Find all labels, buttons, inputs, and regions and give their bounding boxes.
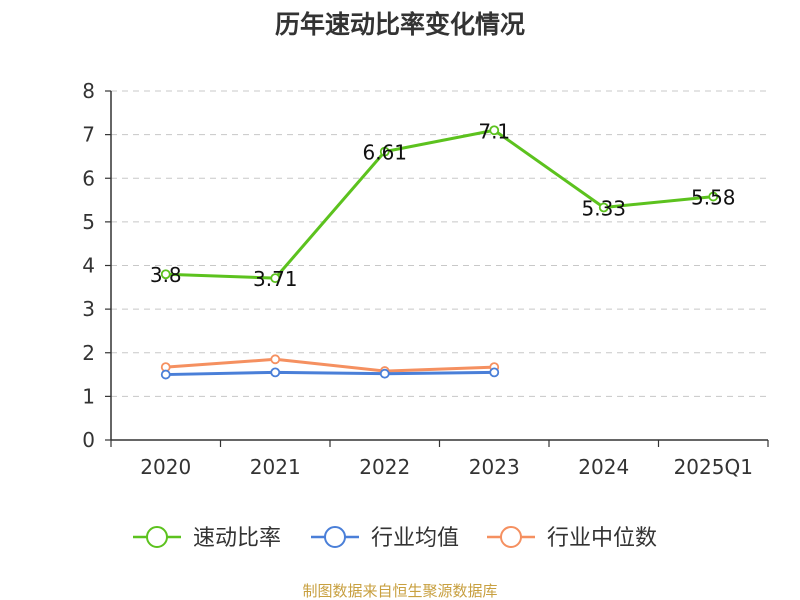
data-point (270, 367, 281, 378)
data-point (708, 191, 719, 202)
chart-title: 历年速动比率变化情况 (275, 10, 525, 39)
data-point (379, 368, 390, 379)
data-point (489, 367, 500, 378)
legend-marker (500, 526, 522, 548)
data-point (160, 369, 171, 380)
y-tick-label: 2 (82, 341, 95, 365)
legend[interactable]: 速动比率 行业均值 行业中位数 (133, 526, 657, 551)
data-label: 7.1 (478, 119, 510, 143)
source-note: 制图数据来自恒生聚源数据库 (302, 582, 497, 600)
y-tick-label: 0 (82, 428, 95, 452)
data-point (379, 146, 390, 157)
data-label: 5.58 (691, 186, 736, 210)
data-point (489, 125, 500, 136)
y-tick-label: 3 (82, 297, 95, 321)
series-line (165, 370, 495, 377)
series (160, 125, 719, 380)
data-point (160, 269, 171, 280)
data-point (270, 354, 281, 365)
series-line (165, 128, 714, 280)
legend-label[interactable]: 速动比率 (193, 526, 281, 551)
grid (111, 90, 768, 397)
x-tick-label: 2022 (359, 455, 410, 479)
data-label: 5.33 (581, 196, 626, 220)
y-tick-label: 7 (82, 123, 95, 147)
y-tick-label: 6 (82, 166, 95, 190)
x-tick-label: 2024 (578, 455, 629, 479)
x-tick-label: 2020 (140, 455, 191, 479)
x-tick-label: 2025Q1 (674, 455, 753, 479)
data-label: 6.61 (362, 141, 407, 165)
legend-label[interactable]: 行业均值 (371, 526, 459, 551)
series-line (165, 357, 495, 373)
legend-marker (324, 526, 346, 548)
data-label: 3.71 (253, 267, 298, 291)
legend-label[interactable]: 行业中位数 (547, 526, 657, 551)
y-tick-label: 1 (82, 384, 95, 408)
y-tick-label: 4 (82, 254, 95, 278)
data-labels: 3.8 3.71 6.61 7.1 5.33 5.58 (150, 119, 736, 291)
x-tick-label: 2021 (250, 455, 301, 479)
data-point (270, 273, 281, 284)
x-tick-label: 2023 (469, 455, 520, 479)
y-tick-label: 5 (82, 210, 95, 234)
y-tick-label: 8 (82, 79, 95, 103)
axes: 0 1 2 3 4 5 6 7 8 2020 2021 2022 2023 2024 2025Q1 (82, 79, 769, 479)
data-point (598, 202, 609, 213)
data-label: 3.8 (150, 263, 182, 287)
legend-marker (146, 526, 168, 548)
